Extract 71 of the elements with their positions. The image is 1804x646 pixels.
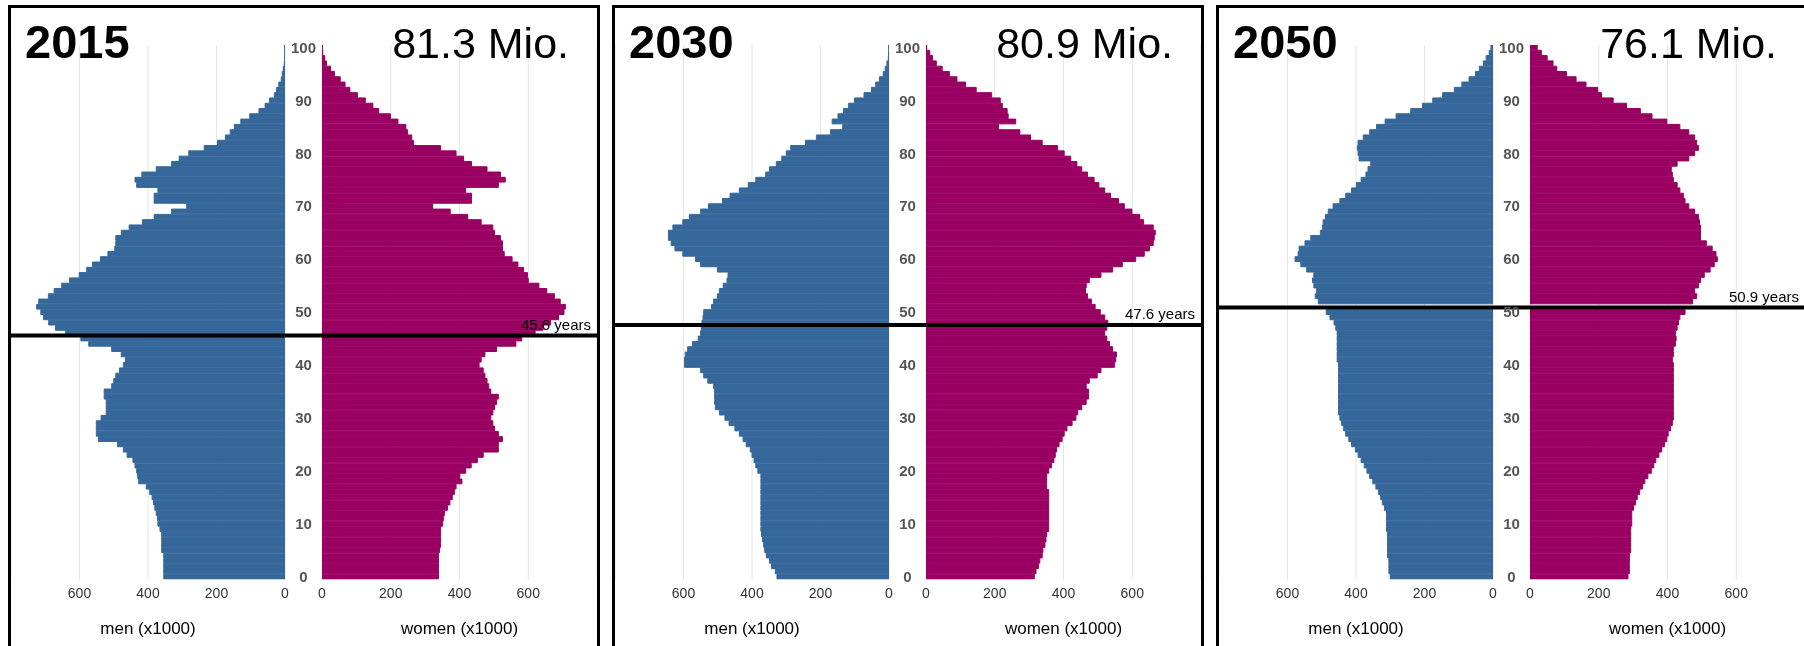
y-tick-label: 80 [295,144,312,162]
x-axis-title: men (x1000) [704,618,800,638]
x-axis-title: men (x1000) [1308,618,1404,638]
x-tick-label: 0 [281,584,290,601]
x-tick-label: 400 [1051,584,1076,601]
x-tick-label: 200 [1587,584,1611,601]
x-tick-label: 0 [885,584,894,601]
x-tick-label: 0 [922,584,931,601]
y-tick-label: 60 [1503,250,1520,268]
x-tick-label: 600 [671,584,696,601]
y-tick-label: 80 [899,144,916,162]
x-axis-title: women (x1000) [399,618,519,638]
y-tick-label: 100 [894,38,921,56]
ref-line-label: 50.9 years [1728,287,1799,305]
y-tick-label: 10 [899,515,916,533]
chart-title: 2050 [1233,15,1338,68]
ref-line-label: 47.6 years [1124,305,1195,322]
y-tick-label: 0 [299,567,308,585]
x-tick-label: 400 [136,584,160,601]
x-axis-title: women (x1000) [1003,618,1123,638]
y-tick-label: 70 [295,197,312,215]
y-tick-label: 20 [295,462,312,480]
x-tick-label: 0 [1526,584,1535,601]
y-tick-label: 30 [1503,409,1520,427]
y-tick-label: 100 [1498,38,1525,56]
y-tick-label: 50 [295,303,312,321]
y-tick-label: 10 [1503,515,1520,533]
chart-title: 2015 [25,15,130,68]
y-tick-label: 100 [290,38,317,56]
y-tick-label: 30 [899,409,916,427]
x-axis-title: women (x1000) [1607,618,1727,638]
chart-title: 2030 [629,15,734,68]
y-tick-label: 40 [899,356,916,374]
y-tick-label: 90 [899,91,916,109]
x-tick-label: 0 [318,584,327,601]
ref-line-label: 45.6 years [520,315,591,333]
y-tick-label: 40 [1503,356,1520,374]
x-tick-label: 600 [1724,584,1749,601]
y-tick-label: 40 [295,356,312,374]
y-tick-label: 0 [903,567,912,585]
x-tick-label: 600 [1275,584,1300,601]
y-tick-label: 50 [899,303,916,321]
annotation: 80.9 Mio. [996,19,1173,67]
x-tick-label: 200 [379,584,403,601]
y-tick-label: 20 [899,462,916,480]
annotation: 76.1 Mio. [1600,19,1777,67]
x-tick-label: 400 [1655,584,1680,601]
annotation: 81.3 Mio. [392,19,569,67]
x-tick-label: 600 [516,584,541,601]
x-axis-title: men (x1000) [100,618,196,638]
x-tick-label: 200 [808,584,833,601]
y-tick-label: 0 [1507,567,1516,585]
x-tick-label: 200 [204,584,229,601]
x-tick-label: 400 [1344,584,1368,601]
y-tick-label: 70 [1503,197,1520,215]
y-tick-label: 90 [1503,91,1520,109]
y-tick-label: 80 [1503,144,1520,162]
x-tick-label: 600 [67,584,92,601]
y-tick-label: 60 [295,250,312,268]
y-tick-label: 30 [295,409,312,427]
y-tick-label: 90 [295,91,312,109]
y-tick-label: 20 [1503,462,1520,480]
x-tick-label: 0 [1489,584,1498,601]
y-tick-label: 10 [295,515,312,533]
x-tick-label: 200 [983,584,1007,601]
y-tick-label: 60 [899,250,916,268]
x-tick-label: 400 [740,584,764,601]
x-tick-label: 400 [447,584,472,601]
x-tick-label: 600 [1120,584,1145,601]
y-tick-label: 70 [899,197,916,215]
x-tick-label: 200 [1412,584,1437,601]
